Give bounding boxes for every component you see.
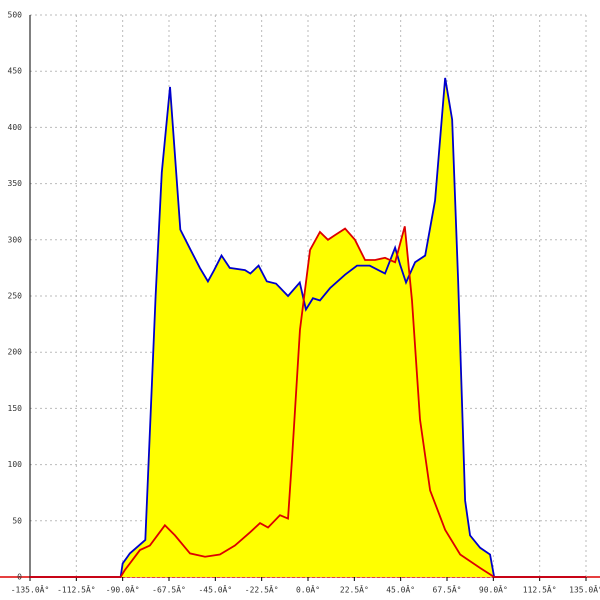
x-tick-label: -67.5Â° (152, 584, 186, 595)
x-tick-label: 0.0Â° (296, 584, 320, 595)
y-tick-label: 100 (8, 460, 23, 469)
y-tick-label: 50 (12, 516, 22, 525)
x-tick-label: 112.5Â° (523, 584, 557, 595)
x-tick-label: 22.5Â° (340, 584, 369, 595)
x-tick-label: 45.0Â° (386, 584, 415, 595)
x-tick-label: 90.0Â° (479, 584, 508, 595)
line (30, 77, 586, 578)
x-tick-label: -45.0Â° (198, 584, 232, 595)
x-tick-label: -90.0Â° (106, 584, 140, 595)
y-tick-label: 300 (8, 235, 23, 244)
x-tick-label: -112.5Â° (57, 584, 96, 595)
line (30, 226, 586, 578)
x-tick-label: -22.5Â° (245, 584, 279, 595)
y-tick-label: 200 (8, 348, 23, 357)
y-tick-label: 150 (8, 404, 23, 413)
x-tick-label: 67.5Â° (433, 584, 462, 595)
y-tick-label: 450 (8, 67, 23, 76)
y-tick-label: 400 (8, 123, 23, 132)
y-tick-label: 500 (8, 11, 23, 20)
area (30, 226, 586, 577)
x-tick-label: 135.0Â° (569, 584, 600, 595)
x-tick-label: -135.0Â° (11, 584, 50, 595)
y-tick-label: 250 (8, 292, 23, 301)
y-tick-label: 0 (17, 573, 22, 582)
y-tick-label: 350 (8, 179, 23, 188)
